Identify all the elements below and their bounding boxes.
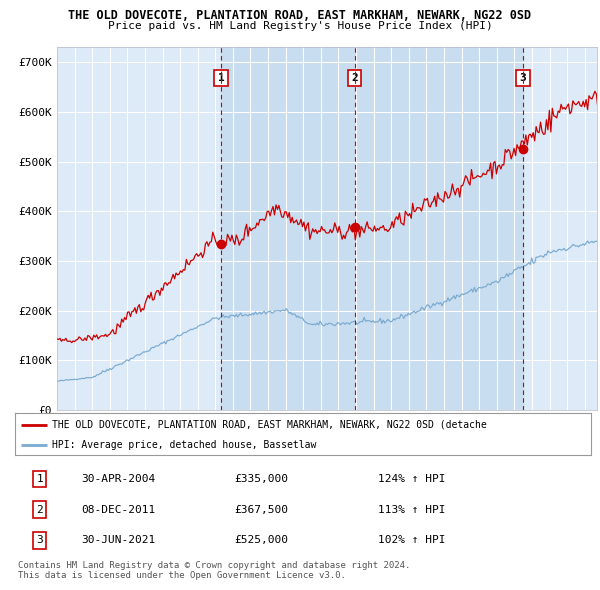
Text: HPI: Average price, detached house, Bassetlaw: HPI: Average price, detached house, Bass… <box>52 440 317 450</box>
Text: 1: 1 <box>37 474 43 484</box>
Text: 08-DEC-2011: 08-DEC-2011 <box>81 504 155 514</box>
Text: £367,500: £367,500 <box>234 504 288 514</box>
Text: 2: 2 <box>37 504 43 514</box>
Text: 3: 3 <box>520 73 526 83</box>
Text: THE OLD DOVECOTE, PLANTATION ROAD, EAST MARKHAM, NEWARK, NG22 0SD: THE OLD DOVECOTE, PLANTATION ROAD, EAST … <box>68 9 532 22</box>
Text: 30-APR-2004: 30-APR-2004 <box>81 474 155 484</box>
Text: 124% ↑ HPI: 124% ↑ HPI <box>378 474 445 484</box>
Bar <box>355 47 523 410</box>
Text: Contains HM Land Registry data © Crown copyright and database right 2024.: Contains HM Land Registry data © Crown c… <box>18 560 410 569</box>
Bar <box>221 47 355 410</box>
Text: THE OLD DOVECOTE, PLANTATION ROAD, EAST MARKHAM, NEWARK, NG22 0SD (detache: THE OLD DOVECOTE, PLANTATION ROAD, EAST … <box>52 420 487 430</box>
Text: £525,000: £525,000 <box>234 535 288 545</box>
Text: 2: 2 <box>351 73 358 83</box>
Text: Price paid vs. HM Land Registry's House Price Index (HPI): Price paid vs. HM Land Registry's House … <box>107 21 493 31</box>
Text: 3: 3 <box>37 535 43 545</box>
Text: This data is licensed under the Open Government Licence v3.0.: This data is licensed under the Open Gov… <box>18 571 346 580</box>
Text: 113% ↑ HPI: 113% ↑ HPI <box>378 504 445 514</box>
Text: 30-JUN-2021: 30-JUN-2021 <box>81 535 155 545</box>
Text: 102% ↑ HPI: 102% ↑ HPI <box>378 535 445 545</box>
Text: £335,000: £335,000 <box>234 474 288 484</box>
Text: 1: 1 <box>218 73 224 83</box>
